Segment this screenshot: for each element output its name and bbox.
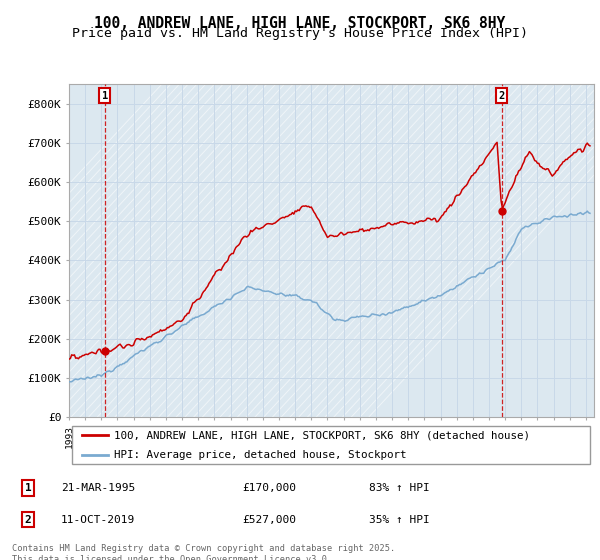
Text: 1: 1 <box>25 483 31 493</box>
Text: 100, ANDREW LANE, HIGH LANE, STOCKPORT, SK6 8HY (detached house): 100, ANDREW LANE, HIGH LANE, STOCKPORT, … <box>113 430 530 440</box>
Text: HPI: Average price, detached house, Stockport: HPI: Average price, detached house, Stoc… <box>113 450 406 460</box>
Text: £527,000: £527,000 <box>242 515 296 525</box>
Text: Contains HM Land Registry data © Crown copyright and database right 2025.
This d: Contains HM Land Registry data © Crown c… <box>12 544 395 560</box>
Text: 83% ↑ HPI: 83% ↑ HPI <box>369 483 430 493</box>
Text: 21-MAR-1995: 21-MAR-1995 <box>61 483 135 493</box>
Text: 2: 2 <box>25 515 31 525</box>
Text: 1: 1 <box>101 91 108 101</box>
Text: 11-OCT-2019: 11-OCT-2019 <box>61 515 135 525</box>
FancyBboxPatch shape <box>71 426 590 464</box>
Text: 2: 2 <box>499 91 505 101</box>
Text: 35% ↑ HPI: 35% ↑ HPI <box>369 515 430 525</box>
Text: 100, ANDREW LANE, HIGH LANE, STOCKPORT, SK6 8HY: 100, ANDREW LANE, HIGH LANE, STOCKPORT, … <box>94 16 506 31</box>
Text: Price paid vs. HM Land Registry's House Price Index (HPI): Price paid vs. HM Land Registry's House … <box>72 27 528 40</box>
Text: £170,000: £170,000 <box>242 483 296 493</box>
